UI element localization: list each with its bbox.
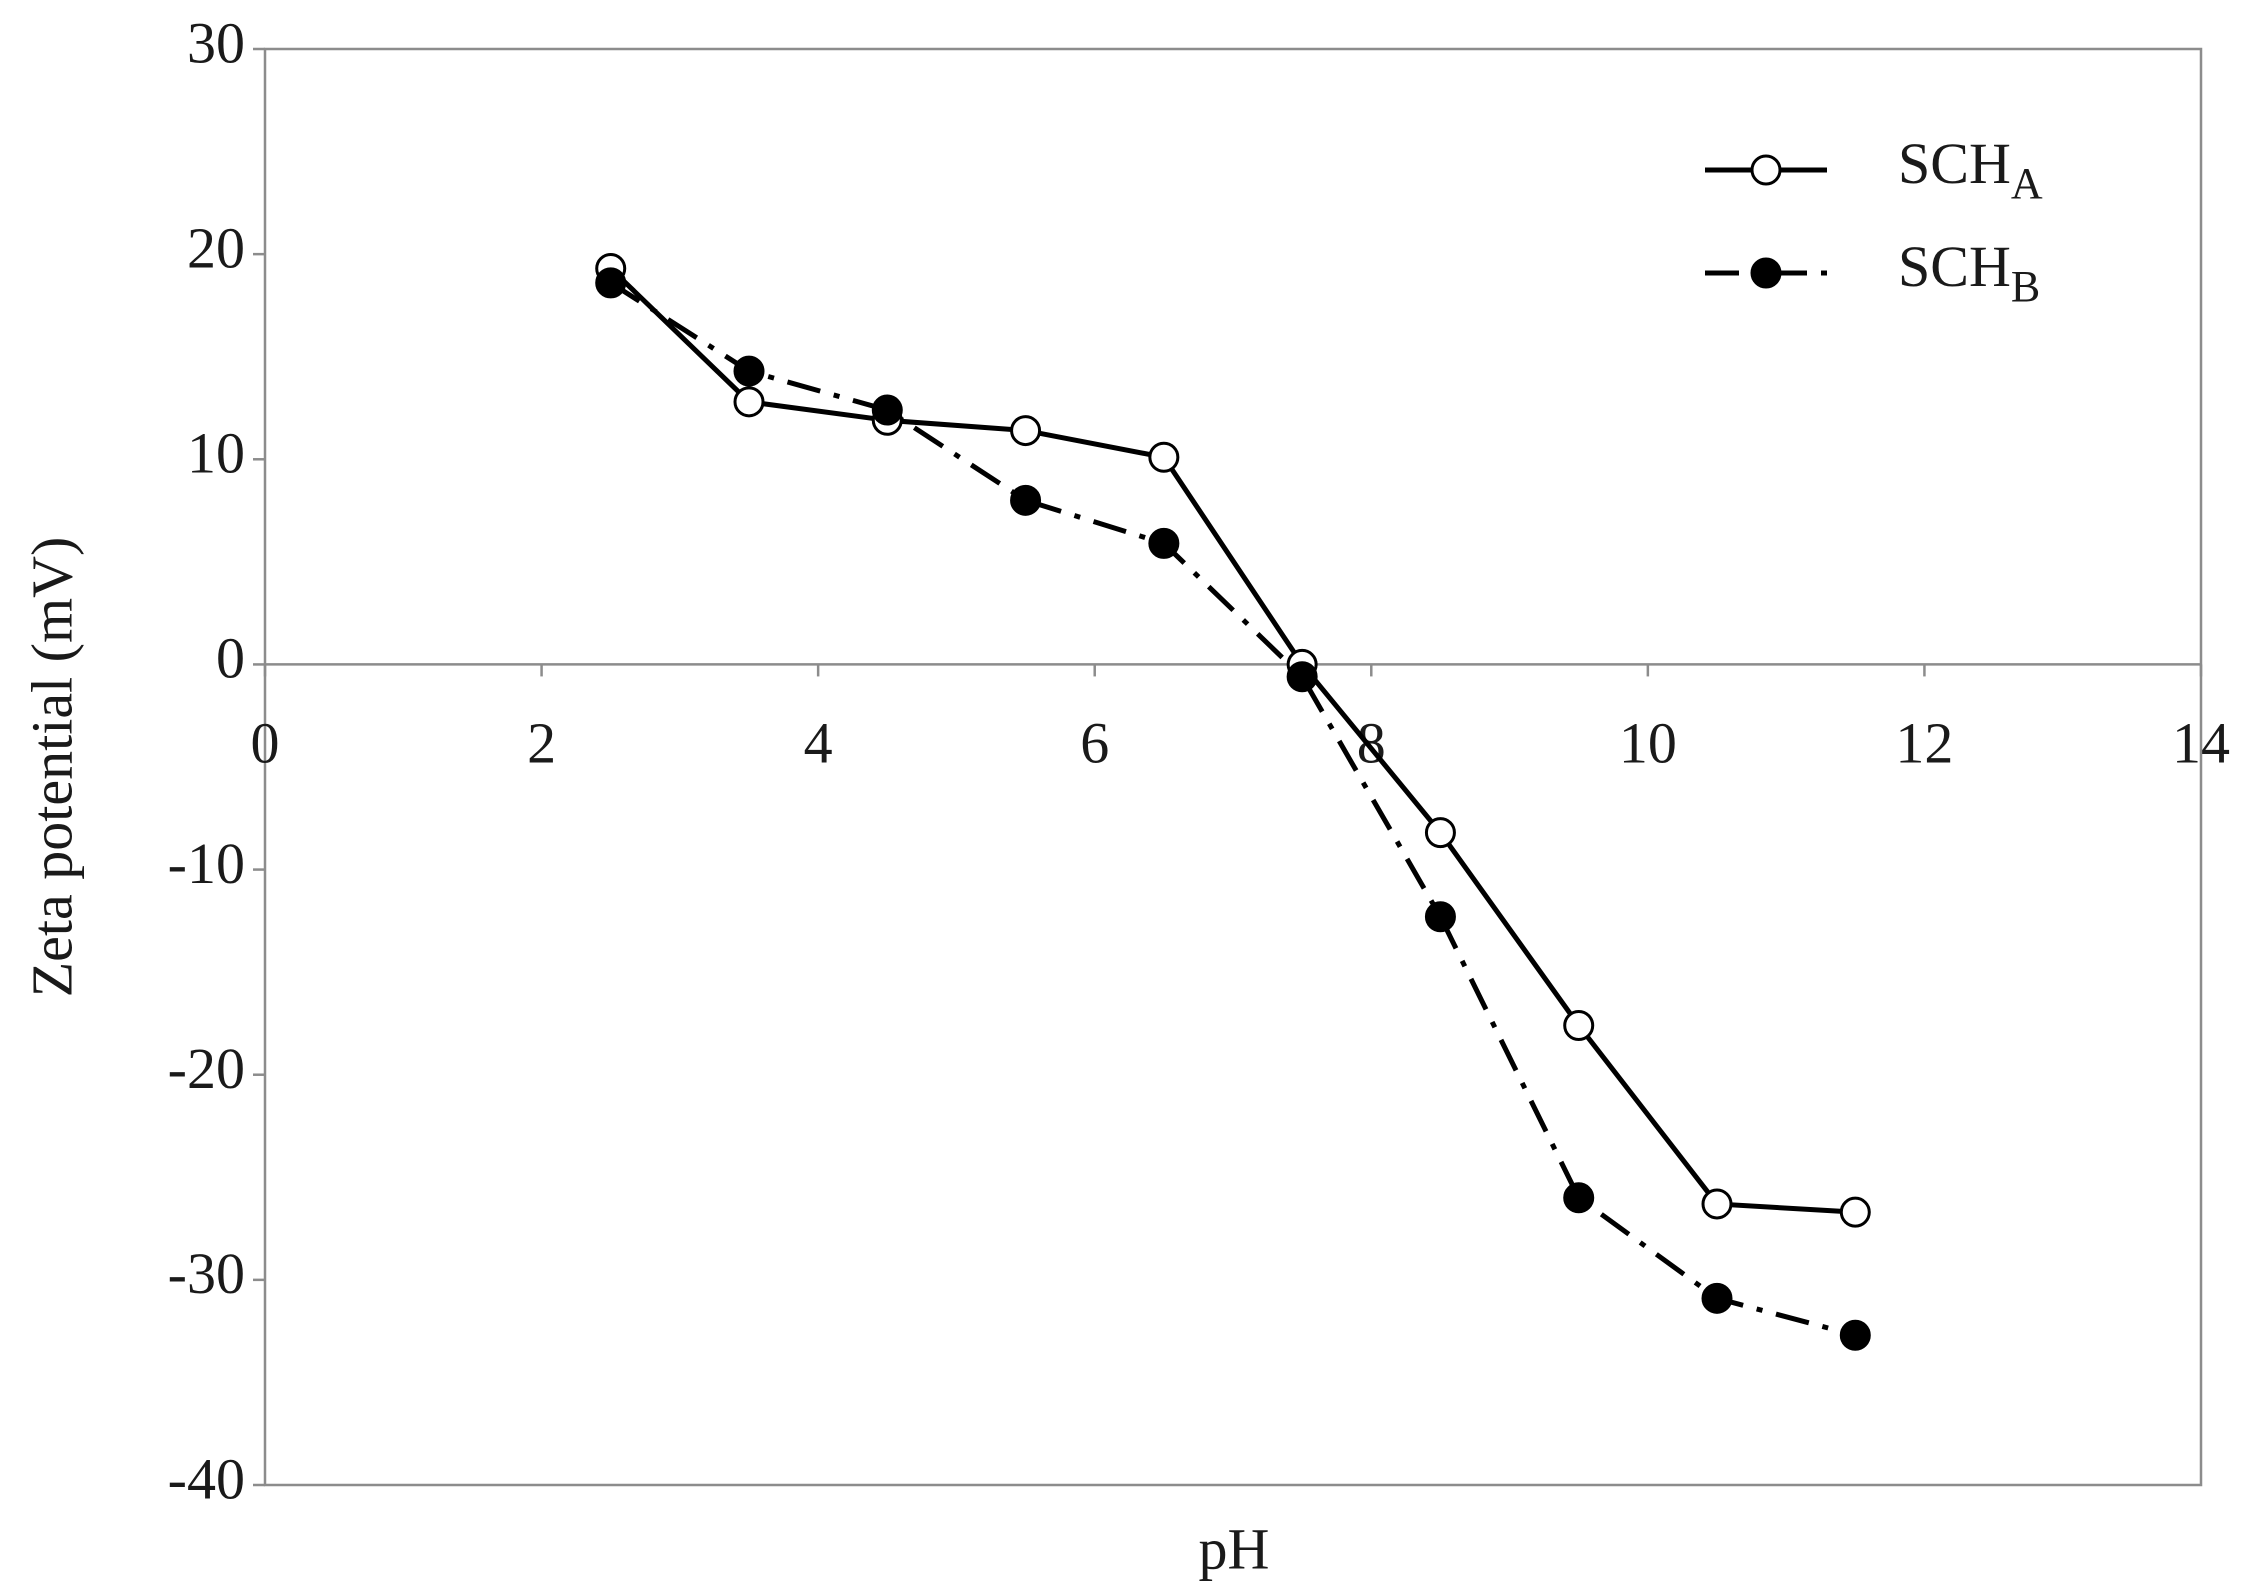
data-point [1424,817,1456,849]
y-tick-label: 20 [187,215,245,280]
data-point [871,394,903,426]
y-axis-label: Zeta potential (mV) [19,537,84,998]
legend-marker [1750,154,1782,186]
data-point [733,386,765,418]
x-tick-label: 12 [1895,711,1953,776]
data-point [1010,484,1042,516]
x-tick-label: 0 [251,711,280,776]
data-point [1148,527,1180,559]
x-tick-label: 14 [2172,711,2230,776]
y-tick-label: 30 [187,10,245,75]
data-point [1424,901,1456,933]
x-tick-label: 6 [1080,711,1109,776]
x-tick-label: 8 [1357,711,1386,776]
data-point [1839,1196,1871,1228]
data-point [1563,1009,1595,1041]
y-tick-label: 0 [216,626,245,691]
x-tick-label: 10 [1619,711,1677,776]
data-point [1701,1282,1733,1314]
data-point [1701,1188,1733,1220]
series-line [609,280,1856,1338]
y-tick-label: 10 [187,421,245,486]
y-tick-label: -40 [168,1446,245,1511]
y-tick-label: -20 [168,1036,245,1101]
data-point [1563,1182,1595,1214]
legend-marker [1750,257,1782,289]
data-point [1010,415,1042,447]
y-tick-label: -10 [168,831,245,896]
x-tick-label: 2 [527,711,556,776]
legend-label: SCHB [1898,234,2040,311]
series-line [608,266,1856,1215]
plot-frame [263,47,2203,1487]
data-point [1286,661,1318,693]
y-tick-label: -30 [168,1241,245,1306]
data-point [1839,1319,1871,1351]
x-tick-label: 4 [804,711,833,776]
data-point [595,267,627,299]
data-point [1148,441,1180,473]
x-axis-label: pH [1199,1516,1270,1581]
legend-label: SCHA [1898,131,2043,208]
data-point [733,355,765,387]
